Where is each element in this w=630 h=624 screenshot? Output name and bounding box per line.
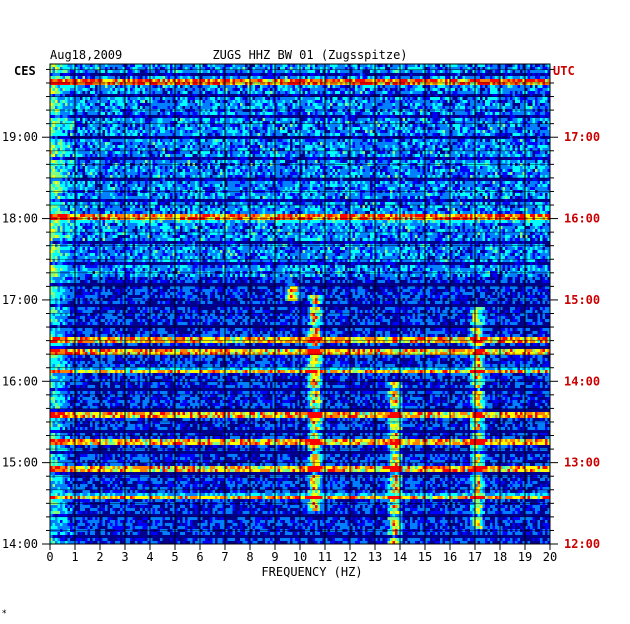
x-tick-label: 0 (46, 550, 53, 564)
x-tick-label: 15 (418, 550, 432, 564)
x-tick-label: 6 (196, 550, 203, 564)
right-tick-label: 15:00 (564, 293, 600, 307)
right-tick-label: 17:00 (564, 130, 600, 144)
left-tick-label: 14:00 (2, 537, 38, 551)
x-axis-title: FREQUENCY (HZ) (261, 565, 362, 579)
right-tick-label: 12:00 (564, 537, 600, 551)
right-tick-label: 16:00 (564, 212, 600, 226)
x-tick-label: 17 (468, 550, 482, 564)
x-tick-label: 20 (543, 550, 557, 564)
right-tick-label: 14:00 (564, 374, 600, 388)
left-time-axis: 14:00 15:00 16:00 17:00 18:00 19:00 (2, 68, 50, 551)
frequency-axis: 0 1 2 3 4 5 6 7 8 9 10 11 12 13 14 15 16 17 18 19 20 (46, 544, 557, 564)
x-tick-label: 12 (343, 550, 357, 564)
left-tick-label: 17:00 (2, 293, 38, 307)
x-tick-label: 11 (318, 550, 332, 564)
x-tick-label: 13 (368, 550, 382, 564)
left-axis-label: CES (14, 64, 36, 78)
x-tick-label: 10 (293, 550, 307, 564)
x-tick-label: 8 (246, 550, 253, 564)
grid-lines (49, 63, 551, 545)
x-tick-label: 7 (221, 550, 228, 564)
left-tick-label: 15:00 (2, 456, 38, 470)
footer-mark: * (2, 609, 7, 619)
x-tick-label: 14 (393, 550, 407, 564)
x-tick-label: 1 (71, 550, 78, 564)
x-tick-label: 4 (146, 550, 153, 564)
x-tick-label: 16 (443, 550, 457, 564)
right-axis-label: UTC (553, 64, 575, 78)
left-tick-label: 16:00 (2, 374, 38, 388)
x-tick-label: 19 (518, 550, 532, 564)
right-tick-label: 13:00 (564, 456, 600, 470)
date-label: Aug18,2009 (50, 48, 122, 62)
x-tick-label: 3 (121, 550, 128, 564)
station-title: ZUGS HHZ BW 01 (Zugsspitze) (212, 48, 407, 62)
left-tick-label: 18:00 (2, 212, 38, 226)
x-tick-label: 5 (171, 550, 178, 564)
left-tick-label: 19:00 (2, 130, 38, 144)
right-time-axis: 12:00 13:00 14:00 15:00 16:00 17:00 (550, 68, 600, 551)
x-tick-label: 2 (96, 550, 103, 564)
x-tick-label: 18 (493, 550, 507, 564)
x-tick-label: 9 (271, 550, 278, 564)
